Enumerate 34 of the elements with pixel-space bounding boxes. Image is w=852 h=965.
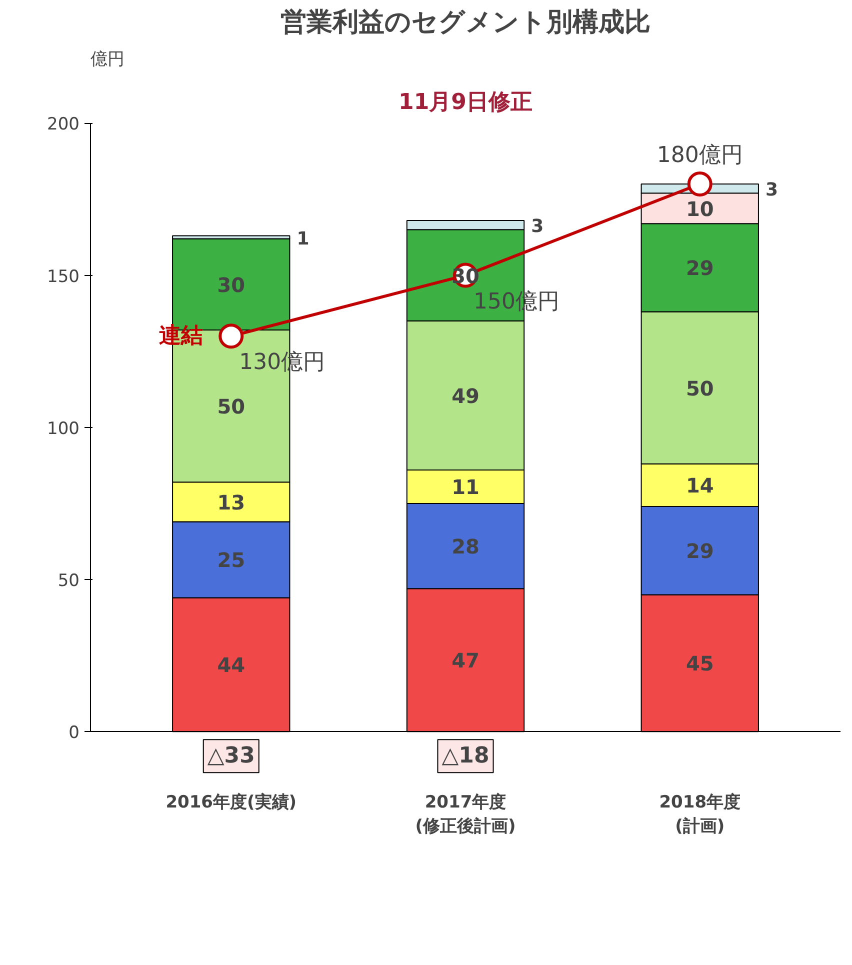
data-label: 28 — [452, 534, 480, 559]
chart-title: 営業利益のセグメント別構成比 — [280, 8, 650, 38]
point — [218, 324, 244, 349]
y-tick-label: 100 — [47, 418, 80, 439]
y-tick-label: 200 — [47, 114, 80, 135]
data-label: 49 — [452, 384, 480, 408]
data-label: 44 — [217, 653, 246, 678]
text: 11月9日修正 — [398, 90, 532, 116]
data-label: 45 — [686, 652, 714, 676]
x-tick-label: 2018年度 (計画) — [659, 792, 741, 837]
annotation: △18 — [442, 744, 490, 769]
data-label: 13 — [217, 490, 246, 514]
data-label: 50 — [217, 394, 246, 419]
data-label: 10 — [686, 196, 714, 221]
data-label: 1 — [296, 228, 310, 250]
data-label: 180億円 — [656, 143, 743, 168]
data-label: 30 — [217, 272, 246, 297]
data-label: 3 — [766, 180, 778, 201]
data-label: 11 — [452, 475, 480, 500]
y-axis-title: 億円 — [90, 50, 124, 70]
data-label: 50 — [686, 376, 714, 400]
data-label: 47 — [452, 648, 480, 673]
data-label: 25 — [217, 548, 246, 572]
x-tick-label: 2016年度(実績) — [166, 792, 297, 813]
data-label: 14 — [686, 474, 714, 498]
y-tick-label: 0 — [68, 723, 80, 744]
data-label: 3 — [531, 216, 544, 238]
point — [687, 172, 712, 196]
data-label: 29 — [686, 256, 714, 280]
x-tick-label: 2017年度 (修正後計画) — [415, 792, 516, 837]
data-label: 29 — [686, 539, 714, 564]
y-tick-label: 150 — [47, 266, 80, 287]
annotation: △33 — [207, 744, 255, 769]
y-tick-label: 50 — [58, 571, 80, 592]
